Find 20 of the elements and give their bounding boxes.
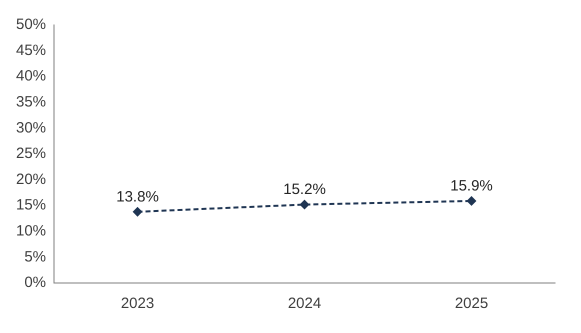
y-tick-label: 35% bbox=[16, 94, 46, 111]
y-tick-label: 10% bbox=[16, 222, 46, 240]
y-tick-label: 5% bbox=[24, 248, 46, 266]
y-tick-label: 40% bbox=[16, 68, 46, 85]
y-tick-label: 30% bbox=[16, 119, 46, 136]
y-tick-label: 45% bbox=[16, 42, 46, 59]
point bbox=[467, 196, 476, 206]
point bbox=[300, 200, 310, 210]
y-tick-label: 15% bbox=[16, 196, 46, 214]
y-tick-label: 20% bbox=[16, 170, 46, 188]
data-label: 15.9% bbox=[450, 178, 493, 195]
y-tick-label: 25% bbox=[16, 145, 46, 162]
data-label: 15.2% bbox=[283, 181, 326, 198]
x-tick-label: 2025 bbox=[454, 295, 488, 312]
x-tick-label: 2023 bbox=[120, 295, 154, 312]
point bbox=[133, 207, 142, 216]
y-tick-label: 0% bbox=[24, 274, 46, 292]
x-tick-label: 2024 bbox=[288, 295, 322, 312]
y-tick-label: 50% bbox=[16, 16, 46, 34]
data-label: 13.8% bbox=[116, 188, 159, 206]
